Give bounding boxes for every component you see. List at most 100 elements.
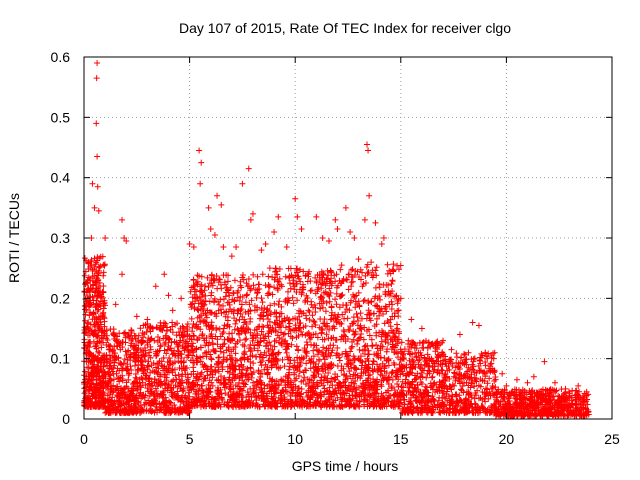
data-point: [306, 335, 313, 342]
data-point: [92, 323, 99, 330]
data-point: [169, 323, 176, 330]
data-point: [92, 278, 99, 285]
data-point: [125, 347, 132, 354]
data-point: [231, 277, 238, 284]
data-point: [90, 353, 97, 360]
data-point: [384, 270, 391, 277]
data-point: [92, 314, 99, 321]
data-point: [89, 316, 96, 323]
data-point: [330, 342, 337, 349]
data-point: [155, 381, 162, 388]
data-point: [125, 376, 132, 383]
data-point: [194, 278, 201, 285]
data-point: [139, 368, 146, 375]
data-point: [166, 355, 173, 362]
data-point: [152, 385, 159, 392]
data-point: [121, 330, 128, 337]
data-point: [189, 340, 196, 347]
data-point: [209, 382, 216, 389]
data-point: [99, 312, 106, 319]
data-point: [134, 398, 141, 405]
data-point: [109, 348, 116, 355]
data-point: [250, 360, 257, 367]
data-point: [244, 291, 251, 298]
data-point: [198, 303, 205, 310]
data-point: [370, 357, 377, 364]
data-point: [188, 371, 195, 378]
data-point: [221, 322, 228, 329]
data-point: [258, 362, 265, 369]
data-point: [154, 370, 161, 377]
data-point: [134, 386, 141, 393]
data-point: [81, 272, 88, 279]
data-point: [348, 344, 355, 351]
data-point: [281, 330, 288, 337]
data-point: [212, 333, 219, 340]
data-point: [337, 266, 344, 273]
data-point: [194, 402, 201, 409]
data-point: [96, 267, 103, 274]
data-point: [178, 409, 185, 416]
data-point: [153, 352, 160, 359]
data-point: [205, 348, 212, 355]
data-point: [220, 302, 227, 309]
data-point: [220, 325, 227, 332]
data-point: [90, 331, 97, 338]
data-point: [210, 396, 217, 403]
data-point: [158, 358, 165, 365]
data-point: [128, 385, 135, 392]
data-point: [222, 293, 229, 300]
data-point: [161, 341, 168, 348]
data-point: [243, 335, 250, 342]
data-point: [199, 331, 206, 338]
data-point: [84, 394, 91, 401]
data-point: [178, 385, 185, 392]
data-point: [94, 293, 101, 300]
data-point: [167, 409, 174, 416]
data-point: [100, 339, 107, 346]
data-point: [226, 330, 233, 337]
data-point: [142, 372, 149, 379]
data-point: [194, 306, 201, 313]
data-point: [215, 391, 222, 398]
data-point: [100, 288, 107, 295]
data-point: [423, 374, 430, 381]
data-point: [180, 388, 187, 395]
data-point: [98, 329, 105, 336]
data-point: [172, 372, 179, 379]
data-point: [96, 397, 103, 404]
data-point: [139, 339, 146, 346]
data-point: [149, 398, 156, 405]
data-point: [299, 331, 306, 338]
data-point: [219, 363, 226, 370]
data-point: [127, 406, 134, 413]
data-point: [200, 353, 207, 360]
data-point: [266, 283, 273, 290]
data-point: [135, 345, 142, 352]
data-point: [202, 292, 209, 299]
data-point: [138, 358, 145, 365]
data-point: [207, 368, 214, 375]
data-point: [134, 407, 141, 414]
data-point: [209, 341, 216, 348]
data-point: [217, 306, 224, 313]
data-point: [201, 375, 208, 382]
data-point: [152, 364, 159, 371]
data-point: [85, 319, 92, 326]
data-point: [198, 281, 205, 288]
data-point: [82, 311, 89, 318]
data-point: [91, 289, 98, 296]
data-point: [189, 300, 196, 307]
data-point: [135, 399, 142, 406]
data-point: [191, 359, 198, 366]
data-point: [106, 352, 113, 359]
data-point: [85, 266, 92, 273]
data-point: [187, 383, 194, 390]
data-point: [179, 405, 186, 412]
data-point: [272, 265, 279, 272]
data-point: [94, 307, 101, 314]
data-point: [261, 382, 268, 389]
data-point: [220, 341, 227, 348]
data-point: [144, 341, 151, 348]
data-point: [295, 372, 302, 379]
